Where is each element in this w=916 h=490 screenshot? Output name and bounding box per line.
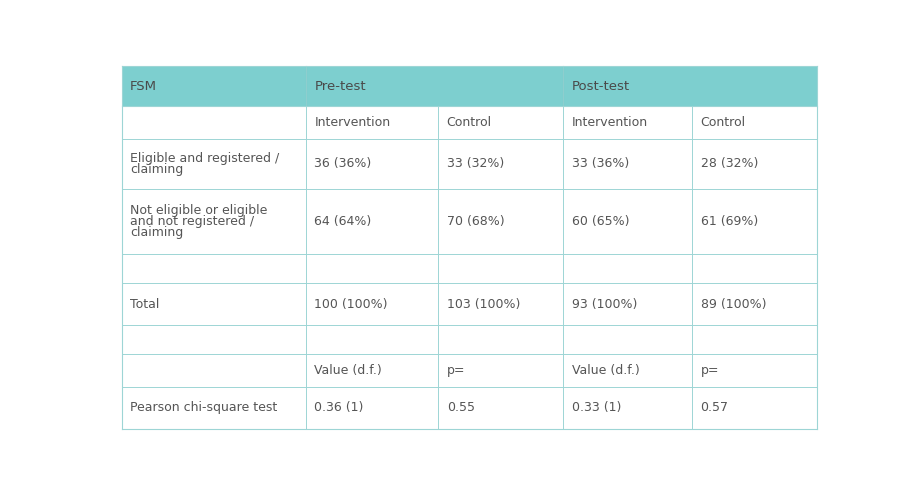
Text: FSM: FSM	[130, 80, 158, 93]
Bar	[122, 189, 817, 254]
Text: 93 (100%): 93 (100%)	[572, 297, 638, 311]
Text: and not registered /: and not registered /	[130, 215, 255, 228]
Text: Pearson chi-square test: Pearson chi-square test	[130, 401, 278, 415]
Text: 100 (100%): 100 (100%)	[314, 297, 388, 311]
Text: 28 (32%): 28 (32%)	[701, 157, 758, 171]
Text: Post-test: Post-test	[572, 80, 630, 93]
Text: Control: Control	[447, 116, 492, 129]
Text: 70 (68%): 70 (68%)	[447, 215, 505, 228]
Text: Control: Control	[701, 116, 746, 129]
Text: Value (d.f.): Value (d.f.)	[314, 365, 382, 377]
Text: 103 (100%): 103 (100%)	[447, 297, 520, 311]
Text: 33 (32%): 33 (32%)	[447, 157, 504, 171]
Bar	[122, 325, 817, 354]
Text: 89 (100%): 89 (100%)	[701, 297, 766, 311]
Text: Intervention: Intervention	[314, 116, 390, 129]
Text: 33 (36%): 33 (36%)	[572, 157, 629, 171]
Text: p=: p=	[447, 365, 465, 377]
Text: Eligible and registered /: Eligible and registered /	[130, 152, 279, 165]
Bar	[122, 254, 817, 283]
Text: 0.33 (1): 0.33 (1)	[572, 401, 621, 415]
Text: 0.55: 0.55	[447, 401, 474, 415]
Text: 0.36 (1): 0.36 (1)	[314, 401, 364, 415]
Bar	[122, 139, 817, 189]
Text: 60 (65%): 60 (65%)	[572, 215, 629, 228]
Text: 64 (64%): 64 (64%)	[314, 215, 372, 228]
Text: Not eligible or eligible: Not eligible or eligible	[130, 204, 267, 217]
Bar	[122, 283, 817, 325]
Bar	[122, 354, 817, 387]
Text: Total: Total	[130, 297, 159, 311]
Text: 0.57: 0.57	[701, 401, 728, 415]
Text: Pre-test: Pre-test	[314, 80, 366, 93]
Text: claiming: claiming	[130, 163, 183, 176]
Text: Intervention: Intervention	[572, 116, 648, 129]
Text: Value (d.f.): Value (d.f.)	[572, 365, 639, 377]
Bar	[122, 106, 817, 139]
Bar	[122, 387, 817, 429]
Text: 36 (36%): 36 (36%)	[314, 157, 372, 171]
Text: claiming: claiming	[130, 225, 183, 239]
Bar	[122, 66, 817, 106]
Text: 61 (69%): 61 (69%)	[701, 215, 758, 228]
Text: p=: p=	[701, 365, 719, 377]
